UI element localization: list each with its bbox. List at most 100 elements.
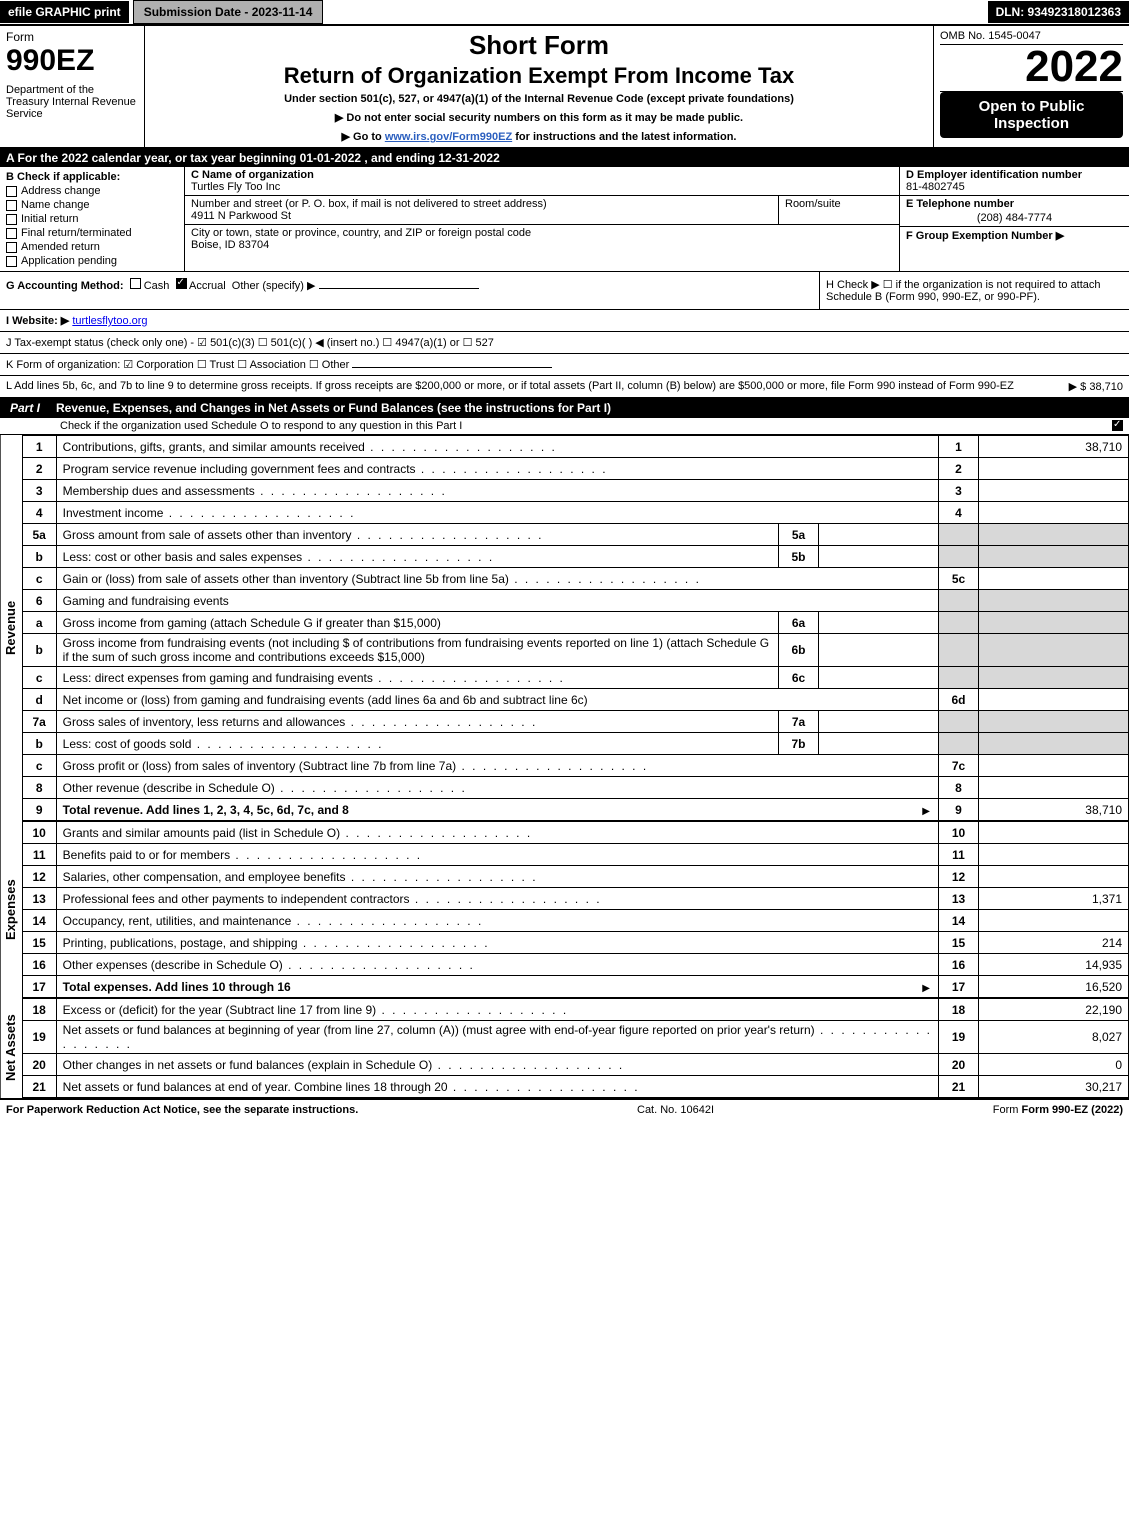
l-text: L Add lines 5b, 6c, and 7b to line 9 to … [6, 380, 1059, 393]
l5b-sv [819, 546, 939, 568]
l6d-num: d [22, 689, 56, 711]
l17-desc: Total expenses. Add lines 10 through 16 [56, 976, 938, 998]
form-word: Form [6, 30, 138, 44]
line-7c: c Gross profit or (loss) from sales of i… [22, 755, 1128, 777]
k-text: K Form of organization: ☑ Corporation ☐ … [6, 359, 349, 371]
l9-num: 9 [22, 799, 56, 821]
l7a-num: 7a [22, 711, 56, 733]
l9-rnum: 9 [939, 799, 979, 821]
row-gh: G Accounting Method: Cash Accrual Other … [0, 272, 1129, 310]
lbl-amended-return: Amended return [21, 241, 100, 253]
l18-rnum: 18 [939, 999, 979, 1021]
l14-desc: Occupancy, rent, utilities, and maintena… [56, 910, 938, 932]
chk-application-pending[interactable] [6, 256, 17, 267]
lbl-cash: Cash [144, 280, 170, 292]
l11-num: 11 [22, 844, 56, 866]
l7b-num: b [22, 733, 56, 755]
row-j-tax-exempt: J Tax-exempt status (check only one) - ☑… [0, 332, 1129, 354]
chk-name-change[interactable] [6, 200, 17, 211]
l20-val: 0 [979, 1054, 1129, 1076]
l6d-val [979, 689, 1129, 711]
l4-num: 4 [22, 502, 56, 524]
l6a-shade [939, 612, 979, 634]
l16-num: 16 [22, 954, 56, 976]
l10-rnum: 10 [939, 822, 979, 844]
l19-desc: Net assets or fund balances at beginning… [56, 1021, 938, 1054]
line-5a: 5a Gross amount from sale of assets othe… [22, 524, 1128, 546]
l6c-shade2 [979, 667, 1129, 689]
col-c-org-info: C Name of organization Turtles Fly Too I… [185, 167, 899, 271]
l4-rnum: 4 [939, 502, 979, 524]
chk-amended-return[interactable] [6, 242, 17, 253]
footer-notice: For Paperwork Reduction Act Notice, see … [6, 1104, 358, 1116]
l10-num: 10 [22, 822, 56, 844]
l7b-sv [819, 733, 939, 755]
side-label-netassets: Net Assets [0, 998, 22, 1098]
l6c-sv [819, 667, 939, 689]
l7a-sn: 7a [779, 711, 819, 733]
l6b-shade [939, 634, 979, 667]
line-2: 2 Program service revenue including gove… [22, 458, 1128, 480]
website-link[interactable]: turtlesflytoo.org [72, 315, 147, 327]
l21-val: 30,217 [979, 1076, 1129, 1098]
revenue-section: Revenue 1 Contributions, gifts, grants, … [0, 435, 1129, 821]
chk-initial-return[interactable] [6, 214, 17, 225]
line-6d: d Net income or (loss) from gaming and f… [22, 689, 1128, 711]
l5a-shade [939, 524, 979, 546]
l3-val [979, 480, 1129, 502]
lbl-final-return: Final return/terminated [21, 227, 132, 239]
input-other-org[interactable] [352, 367, 552, 368]
l20-desc: Other changes in net assets or fund bala… [56, 1054, 938, 1076]
form-number: 990EZ [6, 44, 138, 78]
l5c-num: c [22, 568, 56, 590]
part1-label: Part I [0, 398, 50, 418]
part1-sub: Check if the organization used Schedule … [0, 418, 1129, 435]
l13-rnum: 13 [939, 888, 979, 910]
l13-num: 13 [22, 888, 56, 910]
l5a-sn: 5a [779, 524, 819, 546]
l1-val: 38,710 [979, 436, 1129, 458]
irs-link[interactable]: www.irs.gov/Form990EZ [385, 131, 512, 143]
chk-accrual[interactable] [176, 278, 187, 289]
line-10: 10 Grants and similar amounts paid (list… [22, 822, 1128, 844]
part1-title: Revenue, Expenses, and Changes in Net As… [50, 398, 1129, 418]
l6a-shade2 [979, 612, 1129, 634]
efile-label[interactable]: efile GRAPHIC print [0, 1, 129, 23]
header-center: Short Form Return of Organization Exempt… [145, 26, 934, 147]
line-19: 19 Net assets or fund balances at beginn… [22, 1021, 1128, 1054]
e-tel-value: (208) 484-7774 [906, 212, 1123, 224]
c-name-block: C Name of organization Turtles Fly Too I… [185, 167, 899, 196]
line-14: 14 Occupancy, rent, utilities, and maint… [22, 910, 1128, 932]
chk-cash[interactable] [130, 278, 141, 289]
chk-final-return[interactable] [6, 228, 17, 239]
l6a-sn: 6a [779, 612, 819, 634]
l18-desc: Excess or (deficit) for the year (Subtra… [56, 999, 938, 1021]
l6-shade2 [979, 590, 1129, 612]
l16-val: 14,935 [979, 954, 1129, 976]
footer-cat: Cat. No. 10642I [637, 1104, 714, 1116]
line-20: 20 Other changes in net assets or fund b… [22, 1054, 1128, 1076]
line-1: 1 Contributions, gifts, grants, and simi… [22, 436, 1128, 458]
input-other-specify[interactable] [319, 288, 479, 289]
l5c-rnum: 5c [939, 568, 979, 590]
l7a-shade2 [979, 711, 1129, 733]
note2-post: for instructions and the latest informat… [515, 131, 736, 143]
l6b-sv [819, 634, 939, 667]
chk-schedule-o[interactable] [1112, 420, 1123, 431]
l19-rnum: 19 [939, 1021, 979, 1054]
note-ssn: ▶ Do not enter social security numbers o… [153, 111, 925, 124]
note2-pre: ▶ Go to [342, 131, 385, 143]
l-amount: ▶ $ 38,710 [1069, 380, 1123, 393]
l11-rnum: 11 [939, 844, 979, 866]
l3-rnum: 3 [939, 480, 979, 502]
chk-address-change[interactable] [6, 186, 17, 197]
l6-num: 6 [22, 590, 56, 612]
l6c-desc: Less: direct expenses from gaming and fu… [56, 667, 778, 689]
footer-form-num: Form 990-EZ (2022) [1022, 1104, 1123, 1116]
part1-sub-text: Check if the organization used Schedule … [60, 420, 462, 432]
l17-rnum: 17 [939, 976, 979, 998]
row-l-gross-receipts: L Add lines 5b, 6c, and 7b to line 9 to … [0, 376, 1129, 398]
open-public: Open to Public Inspection [940, 92, 1123, 138]
c-city-block: City or town, state or province, country… [185, 225, 899, 253]
f-group-block: F Group Exemption Number ▶ [900, 227, 1129, 244]
